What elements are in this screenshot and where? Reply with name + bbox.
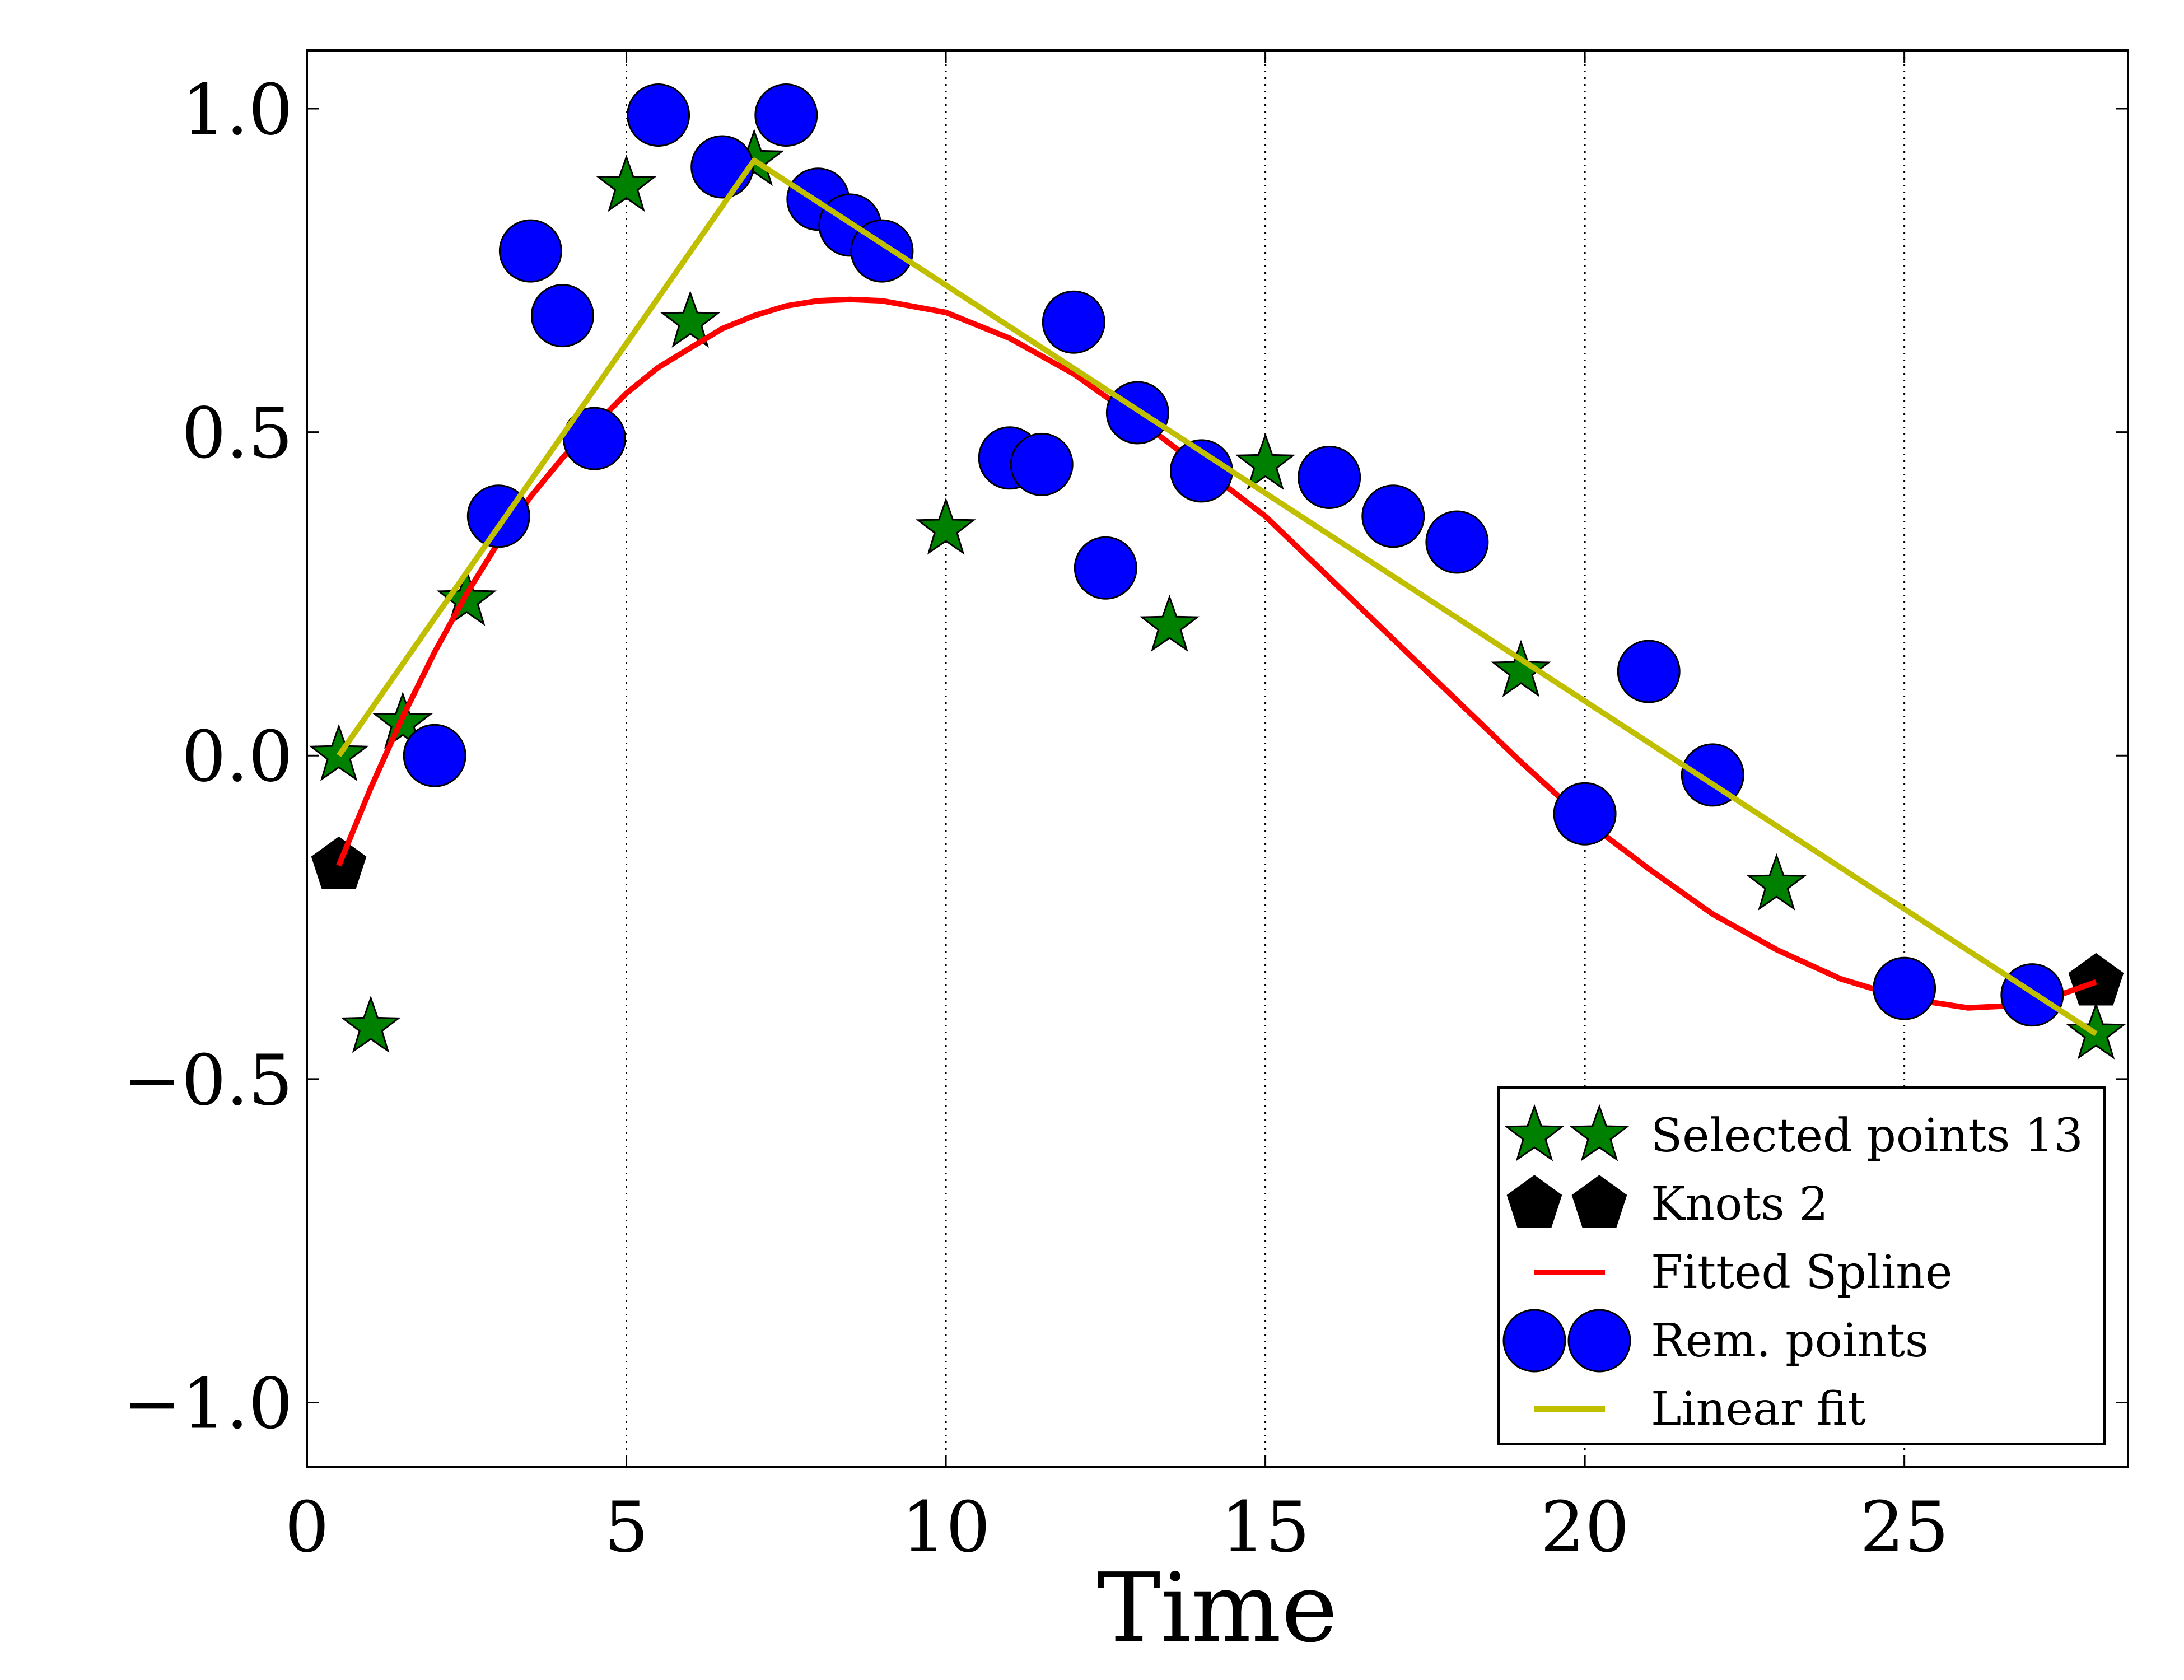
rem-points-point-21 bbox=[1617, 640, 1681, 703]
selected-points-13-point-10 bbox=[1491, 640, 1551, 697]
series-layer-1 bbox=[311, 836, 2124, 1006]
series-layer-2 bbox=[336, 296, 2097, 1011]
rem-points-point-5 bbox=[627, 83, 690, 147]
y-tick-label-2: 0.0 bbox=[181, 716, 293, 797]
rem-points-point-12 bbox=[1010, 432, 1074, 496]
rem-points-point-19 bbox=[1425, 510, 1489, 574]
y-tick-label-0: −1.0 bbox=[123, 1363, 293, 1444]
y-tick-label-1: −0.5 bbox=[123, 1040, 293, 1121]
selected-points-13-point-11 bbox=[1746, 853, 1807, 911]
rem-points-point-7 bbox=[754, 83, 818, 147]
series-layer-3 bbox=[403, 83, 2064, 1027]
rem-points-point-6 bbox=[690, 135, 754, 199]
y-tick-label-4: 1.0 bbox=[181, 69, 293, 151]
plot-area bbox=[309, 83, 2126, 1060]
knots-2-point-1 bbox=[2068, 953, 2124, 1006]
rem-points-markers bbox=[403, 83, 2064, 1027]
selected-points-13-point-7 bbox=[916, 497, 976, 555]
legend-fitted-spline-label: Fitted Spline bbox=[1651, 1246, 1953, 1299]
rem-points-point-0 bbox=[403, 724, 466, 787]
x-tick-label-4: 20 bbox=[1541, 1487, 1630, 1568]
legend-selected-points-13-marker-b bbox=[1569, 1104, 1630, 1161]
x-tick-label-0: 0 bbox=[284, 1487, 329, 1568]
x-tick-label-2: 10 bbox=[902, 1487, 991, 1568]
fitted-spline-line bbox=[336, 296, 2097, 1011]
rem-points-point-3 bbox=[530, 284, 594, 348]
rem-points-point-18 bbox=[1361, 484, 1425, 548]
marker-series bbox=[309, 83, 2126, 1060]
selected-points-13-point-9 bbox=[1235, 432, 1296, 491]
selected-points-13-point-8 bbox=[1139, 594, 1200, 652]
legend-knots-2-label: Knots 2 bbox=[1651, 1178, 1828, 1231]
legend-linear-fit-label: Linear fit bbox=[1651, 1383, 1866, 1436]
x-tick-label-1: 5 bbox=[604, 1487, 649, 1568]
x-tick-label-5: 25 bbox=[1860, 1487, 1949, 1568]
legend-rem-points-label: Rem. points bbox=[1651, 1314, 1929, 1368]
rem-points-point-13 bbox=[1042, 290, 1105, 354]
linear-fit-line bbox=[336, 157, 2098, 1037]
legend-rem-points-marker-a bbox=[1502, 1309, 1566, 1373]
selected-points-13-point-1 bbox=[340, 995, 401, 1053]
selected-points-13-point-4 bbox=[596, 155, 657, 212]
legend-rem-points-marker-b bbox=[1567, 1309, 1631, 1373]
axis-ticks bbox=[306, 50, 2128, 1467]
plot-frame bbox=[306, 49, 2129, 1468]
rem-points-point-14 bbox=[1074, 536, 1137, 600]
legend-selected-points-13-label: Selected points 13 bbox=[1651, 1109, 2083, 1163]
legend-knots-2-marker-b bbox=[1571, 1175, 1627, 1228]
rem-points-point-23 bbox=[1873, 956, 1936, 1020]
legend-selected-points-13-marker-a bbox=[1504, 1104, 1565, 1161]
legend: Selected points 13 Knots 2 Fitted Spline Re… bbox=[1497, 1086, 2106, 1445]
rem-points-point-20 bbox=[1553, 782, 1617, 846]
x-tick-label-3: 15 bbox=[1221, 1487, 1310, 1568]
rem-points-point-2 bbox=[498, 219, 562, 283]
legend-knots-2-marker-a bbox=[1506, 1175, 1562, 1228]
selected-points-13-point-5 bbox=[660, 290, 721, 348]
rem-points-point-17 bbox=[1298, 445, 1361, 509]
tick-labels: 0 5 10 15 20 25 −1.0 −0.5 0.0 0.5 1.0 bbox=[123, 69, 1949, 1568]
knots-2-markers bbox=[311, 836, 2124, 1006]
rem-points-point-4 bbox=[562, 407, 626, 470]
rem-points-point-22 bbox=[1681, 743, 1744, 807]
y-tick-label-3: 0.5 bbox=[181, 393, 293, 474]
series-layer-4 bbox=[336, 157, 2098, 1037]
x-axis-title: Time bbox=[1097, 1553, 1338, 1664]
